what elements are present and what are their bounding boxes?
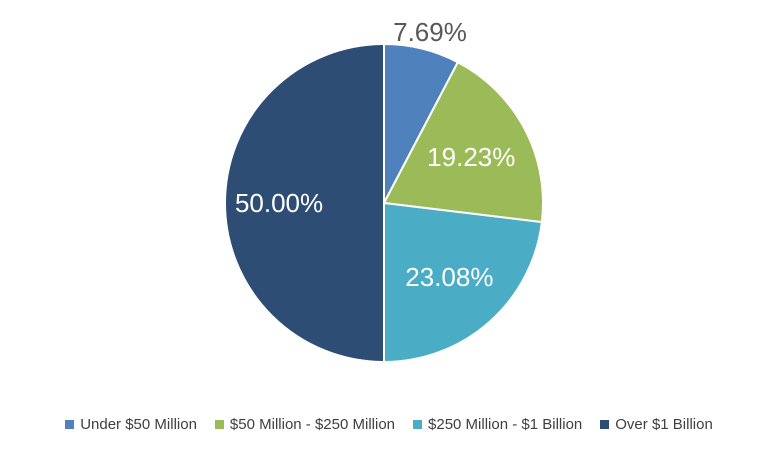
pie-slice-250m-1b <box>383 202 543 363</box>
legend-item-250m-1b: $250 Million - $1 Billion <box>413 416 582 433</box>
legend-item-over-1b: Over $1 Billion <box>600 416 713 433</box>
legend-item-under-50m: Under $50 Million <box>65 416 197 433</box>
pie-slice-over-1b <box>224 43 385 363</box>
legend-label-over-1b: Over $1 Billion <box>615 416 713 433</box>
legend-swatch-50m-250m <box>214 420 224 429</box>
legend-swatch-250m-1b <box>413 420 423 429</box>
legend-swatch-over-1b <box>600 420 610 429</box>
data-label-under-50m: 7.69% <box>393 17 467 47</box>
legend-label-250m-1b: $250 Million - $1 Billion <box>428 416 583 433</box>
legend-item-50m-250m: $50 Million - $250 Million <box>214 416 396 433</box>
pie-slice-50m-250m <box>383 61 544 224</box>
legend: Under $50 Million $50 Million - $250 Mil… <box>0 416 778 433</box>
legend-label-50m-250m: $50 Million - $250 Million <box>229 416 396 433</box>
legend-label-under-50m: Under $50 Million <box>80 416 197 433</box>
legend-swatch-under-50m <box>65 420 75 429</box>
data-label-over-1b: 50.00% <box>235 188 323 218</box>
data-label-250m-1b: 23.08% <box>405 262 493 292</box>
data-label-50m-250m: 19.23% <box>427 142 515 172</box>
